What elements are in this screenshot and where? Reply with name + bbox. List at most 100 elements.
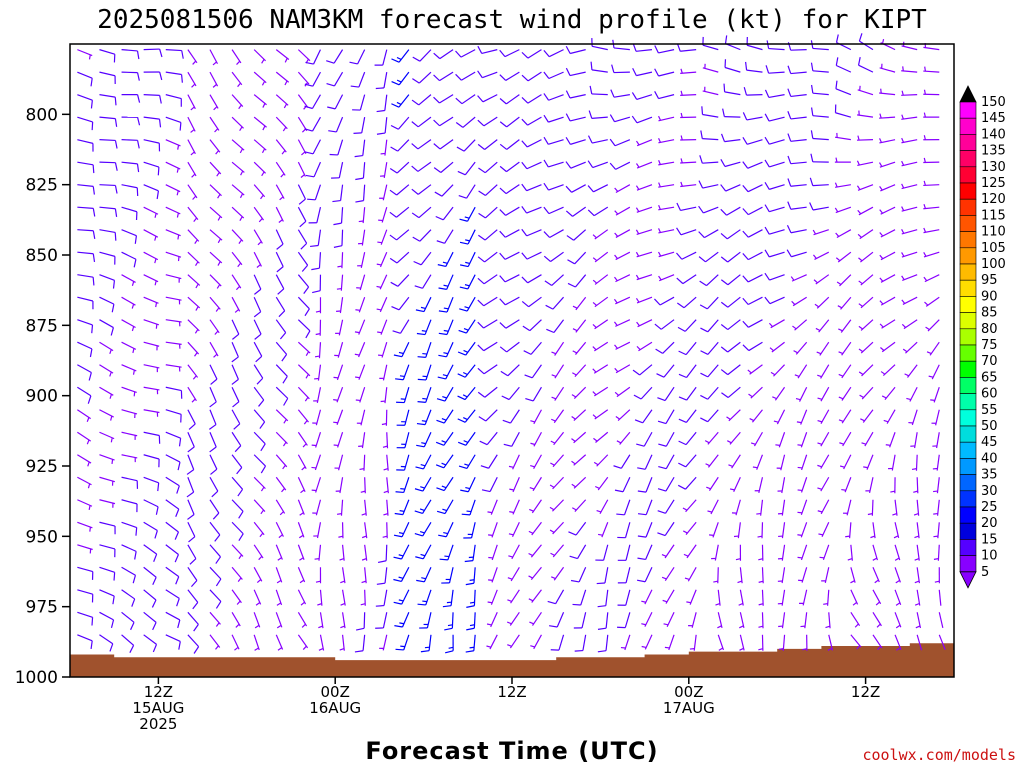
wind-barb-188 bbox=[209, 634, 221, 650]
wind-barb-560 bbox=[509, 499, 520, 515]
wind-barb-749 bbox=[657, 499, 675, 514]
wind-barb-532 bbox=[481, 476, 498, 493]
wind-barb-328 bbox=[329, 139, 344, 156]
wind-barb-12 bbox=[77, 319, 94, 334]
wind-barb-338 bbox=[333, 364, 344, 381]
wind-barb-518 bbox=[478, 161, 498, 174]
wind-barb-817 bbox=[720, 206, 741, 216]
wind-barb-436 bbox=[411, 139, 432, 150]
wind-barb-59 bbox=[121, 161, 140, 173]
wind-barb-333 bbox=[337, 252, 344, 269]
wind-barb-365 bbox=[355, 364, 366, 380]
wind-barb-1052 bbox=[916, 634, 923, 651]
wind-barb-941 bbox=[821, 567, 830, 584]
wind-barb-430 bbox=[394, 612, 410, 628]
wind-barb-1010 bbox=[879, 296, 896, 306]
colorbar-swatch bbox=[959, 231, 977, 249]
wind-barb-655 bbox=[587, 206, 609, 217]
wind-barb-290 bbox=[297, 499, 305, 516]
wind-barb-831 bbox=[733, 522, 741, 539]
wind-barb-466 bbox=[435, 206, 454, 221]
wind-barb-244 bbox=[275, 71, 290, 86]
wind-barb-860 bbox=[758, 567, 764, 584]
wind-barb-957 bbox=[838, 319, 852, 333]
wind-barb-555 bbox=[501, 386, 520, 401]
wind-barb-267 bbox=[275, 589, 283, 606]
wind-barb-818 bbox=[720, 229, 741, 240]
wind-barb-835 bbox=[739, 612, 745, 629]
wind-barb-369 bbox=[359, 454, 366, 471]
wind-barb-390 bbox=[377, 319, 388, 335]
wind-barb-18 bbox=[77, 454, 92, 467]
wind-barb-885 bbox=[778, 522, 786, 539]
wind-barb-1024 bbox=[894, 612, 902, 629]
wind-barb-58 bbox=[121, 139, 140, 149]
wind-barb-996 bbox=[872, 589, 882, 606]
wind-barb-345 bbox=[338, 522, 344, 539]
wind-barb-158 bbox=[187, 566, 198, 588]
wind-barb-987 bbox=[859, 386, 874, 400]
wind-barb-779 bbox=[684, 566, 697, 582]
wind-barb-474 bbox=[436, 386, 454, 402]
wind-barb-462 bbox=[433, 116, 454, 127]
wind-barb-415 bbox=[390, 274, 410, 287]
wind-barb-867 bbox=[764, 113, 785, 122]
wind-barb-1079 bbox=[938, 634, 946, 650]
wind-barb-886 bbox=[777, 544, 786, 561]
wind-barb-589 bbox=[528, 544, 542, 558]
wind-barb-646 bbox=[573, 612, 587, 629]
wind-barb-643 bbox=[569, 544, 587, 560]
wind-barb-619 bbox=[549, 612, 565, 628]
wind-barb-735 bbox=[658, 182, 675, 188]
wind-barb-459 bbox=[433, 49, 454, 60]
wind-barb-1071 bbox=[932, 454, 940, 471]
wind-barb-5 bbox=[77, 161, 95, 174]
wind-barb-116 bbox=[165, 229, 181, 240]
wind-barb-593 bbox=[530, 634, 542, 650]
wind-barb-547 bbox=[499, 206, 520, 216]
wind-barb-922 bbox=[810, 130, 829, 141]
wind-barb-767 bbox=[676, 296, 697, 309]
wind-barb-150 bbox=[187, 386, 197, 403]
wind-barb-950 bbox=[834, 157, 851, 163]
wind-barb-733 bbox=[658, 137, 675, 144]
wind-barb-515 bbox=[477, 94, 498, 103]
wind-barb-1063 bbox=[923, 274, 940, 283]
colorbar-swatch bbox=[959, 247, 977, 265]
wind-barb-814 bbox=[720, 133, 741, 143]
wind-barb-277 bbox=[297, 206, 307, 228]
wind-barb-367 bbox=[356, 409, 366, 426]
wind-barb-907 bbox=[796, 409, 808, 425]
wind-barb-172 bbox=[209, 274, 222, 289]
wind-barb-70 bbox=[121, 409, 138, 419]
wind-barb-6 bbox=[77, 184, 95, 195]
colorbar-label: 60 bbox=[981, 387, 998, 402]
wind-barb-962 bbox=[839, 431, 852, 447]
wind-barb-672 bbox=[597, 589, 609, 608]
wind-barb-795 bbox=[700, 319, 719, 333]
y-tick-label: 925 bbox=[26, 457, 58, 477]
wind-barb-535 bbox=[488, 544, 498, 561]
wind-barb-978 bbox=[856, 184, 874, 191]
x-tick-label-line2: 17AUG bbox=[663, 699, 715, 717]
wind-barb-958 bbox=[838, 341, 852, 356]
wind-barb-346 bbox=[339, 544, 345, 561]
wind-barb-614 bbox=[549, 499, 564, 512]
wind-barb-743 bbox=[656, 364, 675, 378]
colorbar-label: 105 bbox=[981, 241, 1006, 256]
wind-barb-62 bbox=[121, 229, 138, 244]
wind-barb-323 bbox=[318, 634, 325, 651]
wind-barb-175 bbox=[209, 341, 219, 358]
wind-barb-426 bbox=[393, 522, 410, 538]
wind-barb-961 bbox=[838, 409, 852, 424]
wind-barb-878 bbox=[770, 364, 785, 377]
wind-barb-131 bbox=[165, 566, 180, 585]
wind-barb-1028 bbox=[901, 90, 918, 96]
colorbar-swatch bbox=[959, 393, 977, 411]
wind-barb-278 bbox=[297, 229, 308, 250]
colorbar-swatch bbox=[959, 150, 977, 168]
wind-barb-892 bbox=[787, 65, 807, 75]
wind-barb-1027 bbox=[901, 66, 918, 73]
wind-barb-802 bbox=[706, 476, 719, 491]
wind-barb-52 bbox=[99, 611, 115, 629]
